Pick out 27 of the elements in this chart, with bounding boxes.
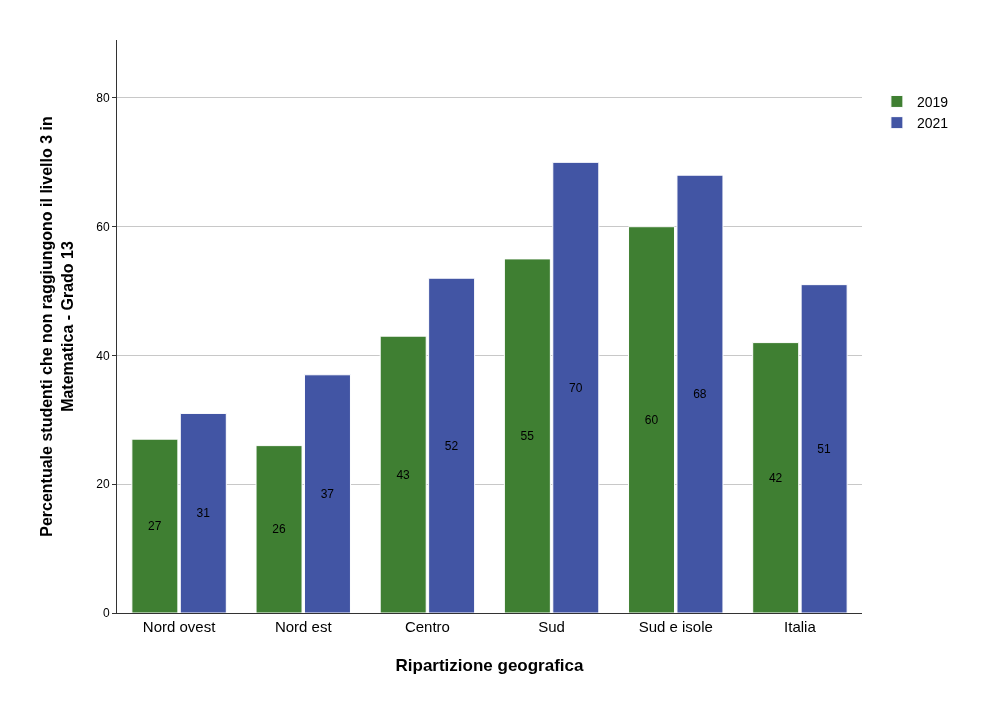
x-tick-label: Sud	[538, 618, 565, 635]
data-label: 37	[320, 486, 335, 501]
x-tick-label: Sud e isole	[638, 618, 713, 635]
data-label: 43	[396, 467, 411, 482]
data-label: 26	[272, 522, 286, 537]
legend-label: 2021	[916, 115, 949, 132]
y-axis-title: Percentuale studenti che non raggiungono il livello 3 in Matematica - Grado 13	[38, 116, 77, 537]
data-label: 55	[520, 428, 535, 443]
x-tick-label: Centro	[404, 618, 450, 635]
x-tick-label: Nord ovest	[142, 618, 217, 635]
x-tick-label: Italia	[784, 618, 817, 635]
data-label: 60	[644, 412, 659, 427]
y-tick-label: 0	[102, 606, 110, 621]
y-tick-label: 60	[96, 219, 110, 234]
data-label: 27	[148, 519, 162, 534]
data-label: 42	[768, 470, 783, 485]
y-tick-label: 40	[96, 348, 110, 363]
legend-label: 2019	[916, 93, 949, 110]
data-label: 51	[817, 441, 831, 456]
data-label: 52	[444, 438, 459, 453]
y-tick-label: 80	[96, 91, 110, 106]
y-tick-label: 20	[96, 477, 110, 492]
x-tick-label: Nord est	[274, 618, 333, 635]
data-label: 68	[693, 387, 707, 402]
x-axis-title: Ripartizione geografica	[395, 656, 585, 676]
data-label: 31	[196, 506, 211, 521]
data-label: 70	[568, 380, 583, 395]
